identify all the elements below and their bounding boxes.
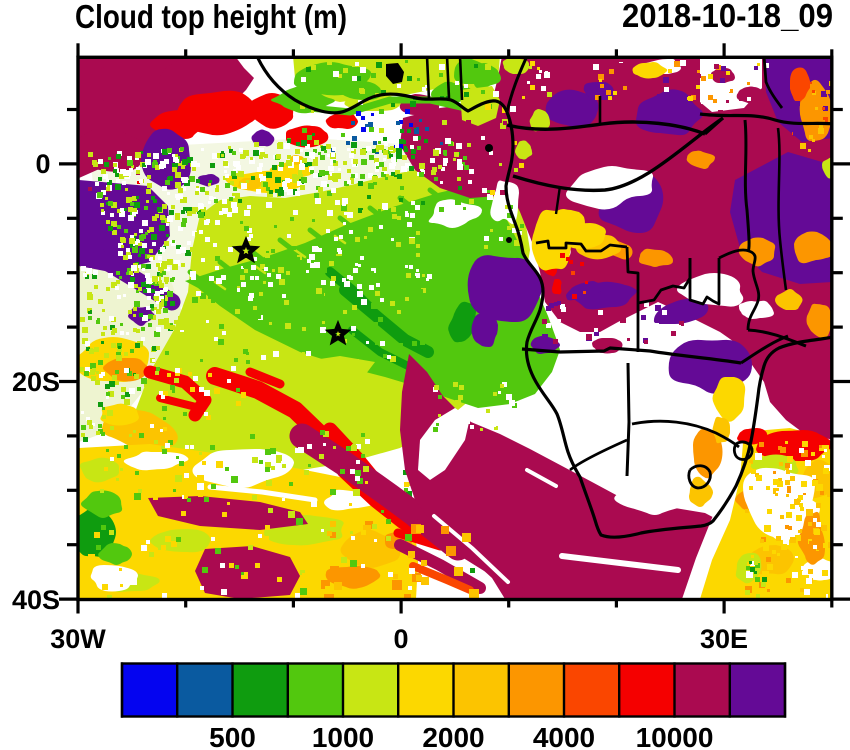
svg-text:30W: 30W xyxy=(50,624,106,654)
svg-text:30E: 30E xyxy=(700,624,748,654)
svg-text:2018-10-18_09: 2018-10-18_09 xyxy=(622,0,833,34)
svg-text:20S: 20S xyxy=(12,367,60,397)
svg-text:Cloud top height (m): Cloud top height (m) xyxy=(75,0,347,35)
svg-text:4000: 4000 xyxy=(533,722,595,750)
svg-text:0: 0 xyxy=(393,624,408,654)
svg-text:10000: 10000 xyxy=(636,722,714,750)
svg-text:1000: 1000 xyxy=(312,722,374,750)
svg-text:0: 0 xyxy=(35,149,50,179)
svg-text:2000: 2000 xyxy=(422,722,484,750)
svg-text:500: 500 xyxy=(209,722,256,750)
svg-text:40S: 40S xyxy=(12,585,60,615)
